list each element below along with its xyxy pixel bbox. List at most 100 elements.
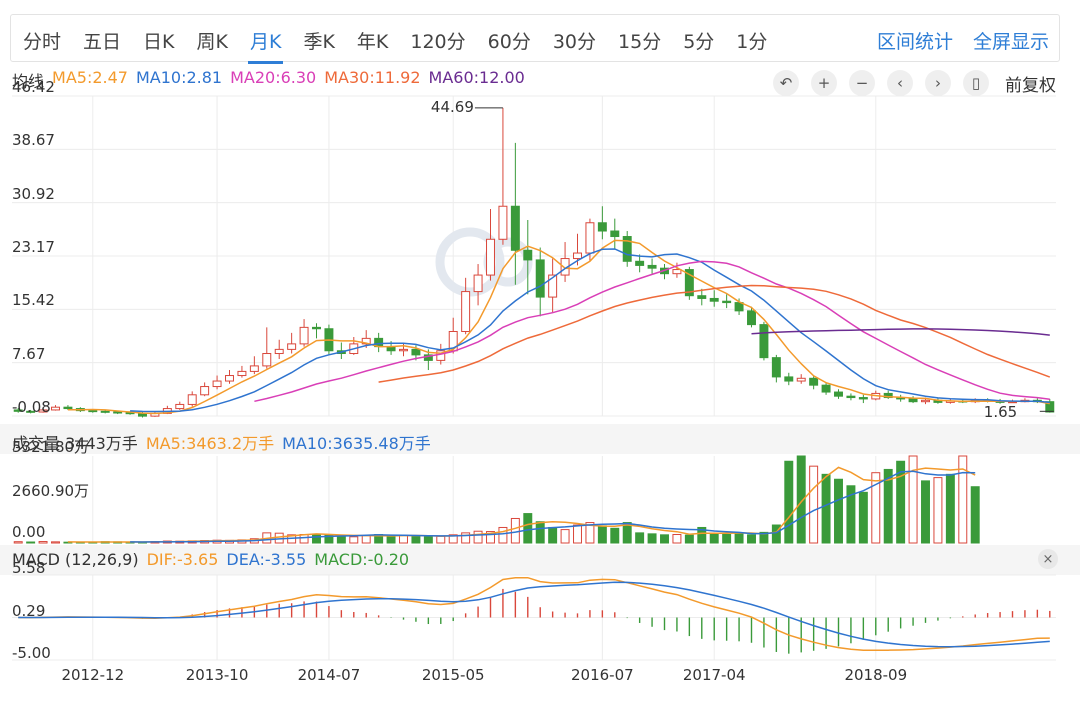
volume-ma10-line xyxy=(130,470,976,543)
volume-bar xyxy=(411,535,421,544)
candle-body xyxy=(784,376,794,382)
tab-9[interactable]: 30分 xyxy=(552,31,597,53)
ma-line-ma30 xyxy=(378,284,1051,383)
volume-bar xyxy=(349,536,359,544)
candle-body xyxy=(747,310,756,326)
tab-1[interactable]: 五日 xyxy=(83,31,122,53)
tab-7[interactable]: 120分 xyxy=(410,31,466,53)
candle-body xyxy=(187,394,197,405)
candle-body xyxy=(411,348,421,356)
candle-body xyxy=(684,269,694,297)
candle-body xyxy=(13,409,23,412)
volume-bar xyxy=(635,532,645,544)
period-tabs: 分时 五日 日K 周K 月K 季K 年K 120分 60分 30分 15分 5分 1分 xyxy=(23,27,789,64)
volume-axis-label: 5321.80万 xyxy=(12,438,90,456)
volume-bar xyxy=(336,535,346,544)
tab-10[interactable]: 15分 xyxy=(618,31,662,53)
next-icon[interactable]: › xyxy=(925,70,951,96)
volume-bar xyxy=(858,491,868,544)
x-axis-label: 2013-10 xyxy=(185,666,249,684)
candle-body xyxy=(834,391,843,397)
volume-bar xyxy=(386,535,396,544)
range-stats-link[interactable]: 区间统计 xyxy=(876,31,953,53)
candle-body xyxy=(722,300,732,304)
x-axis-label: 2017-04 xyxy=(682,666,746,684)
x-axis-label: 2016-07 xyxy=(571,666,634,684)
tab-6[interactable]: 年K xyxy=(356,31,389,53)
tab-8[interactable]: 60分 xyxy=(487,31,531,53)
legend-item: 成交量 3443万手 xyxy=(12,434,138,453)
volume-axis-label: 0.00 xyxy=(12,523,46,541)
volume-header-bar xyxy=(0,424,1080,454)
tab-3[interactable]: 周K xyxy=(196,31,228,53)
candle-body xyxy=(312,326,321,330)
candle-body xyxy=(100,410,110,413)
candle-body xyxy=(622,236,632,262)
close-icon[interactable]: × xyxy=(1038,549,1058,569)
volume-bar xyxy=(846,485,856,544)
fullscreen-link[interactable]: 全屏显示 xyxy=(972,31,1049,53)
volume-bar xyxy=(747,534,756,544)
volume-bar xyxy=(647,533,657,544)
x-axis-label: 2012-12 xyxy=(61,666,125,684)
tab-11[interactable]: 5分 xyxy=(683,31,715,53)
undo-icon[interactable]: ↶ xyxy=(773,70,799,96)
candle-body xyxy=(573,252,582,260)
volume-bar xyxy=(361,535,371,544)
price-axis-label: 30.92 xyxy=(12,184,55,203)
volume-bar xyxy=(921,480,930,544)
ma-line-ma5 xyxy=(67,239,1050,415)
volume-bar xyxy=(722,533,732,544)
volume-bar xyxy=(660,534,669,544)
candle-body xyxy=(237,370,247,377)
price-axis-label: 38.67 xyxy=(12,131,55,150)
volume-bar xyxy=(622,522,632,544)
volume-bar xyxy=(883,468,893,544)
tab-0[interactable]: 分时 xyxy=(23,31,62,53)
tab-12[interactable]: 1分 xyxy=(736,31,768,53)
high-price-label: 44.69 xyxy=(430,97,474,116)
candle-body xyxy=(697,295,707,299)
dea-line xyxy=(18,581,1050,648)
volume-bar xyxy=(834,478,843,544)
candle-body xyxy=(908,398,918,403)
tab-4[interactable]: 月K xyxy=(247,27,284,64)
prev-icon[interactable]: ‹ xyxy=(887,70,913,96)
chart-toolbar: ↶ + − ‹ › ▯ 前复权 xyxy=(773,70,1056,96)
candle-body xyxy=(113,411,123,414)
candle-body xyxy=(38,409,48,413)
volume-bar xyxy=(958,455,968,544)
candle-body xyxy=(399,348,408,352)
period-tab-bar: 分时 五日 日K 周K 月K 季K 年K 120分 60分 30分 15分 5分 1分 区间统计 全屏显示 xyxy=(10,14,1060,64)
legend-item: MA60:12.00 xyxy=(428,68,525,87)
candle-body xyxy=(672,269,682,275)
low-price-label: 1.65 xyxy=(983,403,1018,422)
candle-icon[interactable]: ▯ xyxy=(963,70,989,96)
tab-5[interactable]: 季K xyxy=(303,31,335,53)
price-axis-label: 23.17 xyxy=(12,238,55,256)
macd-axis-label: 0.29 xyxy=(12,601,46,620)
volume-bar xyxy=(498,526,508,544)
zoom-in-icon[interactable]: + xyxy=(811,70,837,96)
macd-axis-label: -5.00 xyxy=(12,644,51,662)
adjust-mode-label[interactable]: 前复权 xyxy=(1005,75,1056,96)
legend-item: MA20:6.30 xyxy=(230,68,317,87)
volume-bar xyxy=(784,460,794,544)
legend-item: MA30:11.92 xyxy=(324,68,421,87)
tab-2[interactable]: 日K xyxy=(143,31,175,53)
volume-bar xyxy=(908,455,918,544)
candle-body xyxy=(225,375,234,382)
volume-bar xyxy=(448,534,458,544)
volume-bar xyxy=(945,473,955,544)
volume-bar xyxy=(970,486,980,544)
volume-bar xyxy=(26,541,36,544)
volume-bar xyxy=(821,473,831,544)
candle-body xyxy=(461,291,471,332)
zoom-out-icon[interactable]: − xyxy=(849,70,875,96)
volume-bar xyxy=(896,460,906,544)
volume-bar xyxy=(312,533,321,544)
volume-bar xyxy=(771,524,781,544)
volume-bar xyxy=(933,477,943,544)
legend-item: MACD (12,26,9) xyxy=(12,550,139,569)
candle-body xyxy=(510,205,520,251)
